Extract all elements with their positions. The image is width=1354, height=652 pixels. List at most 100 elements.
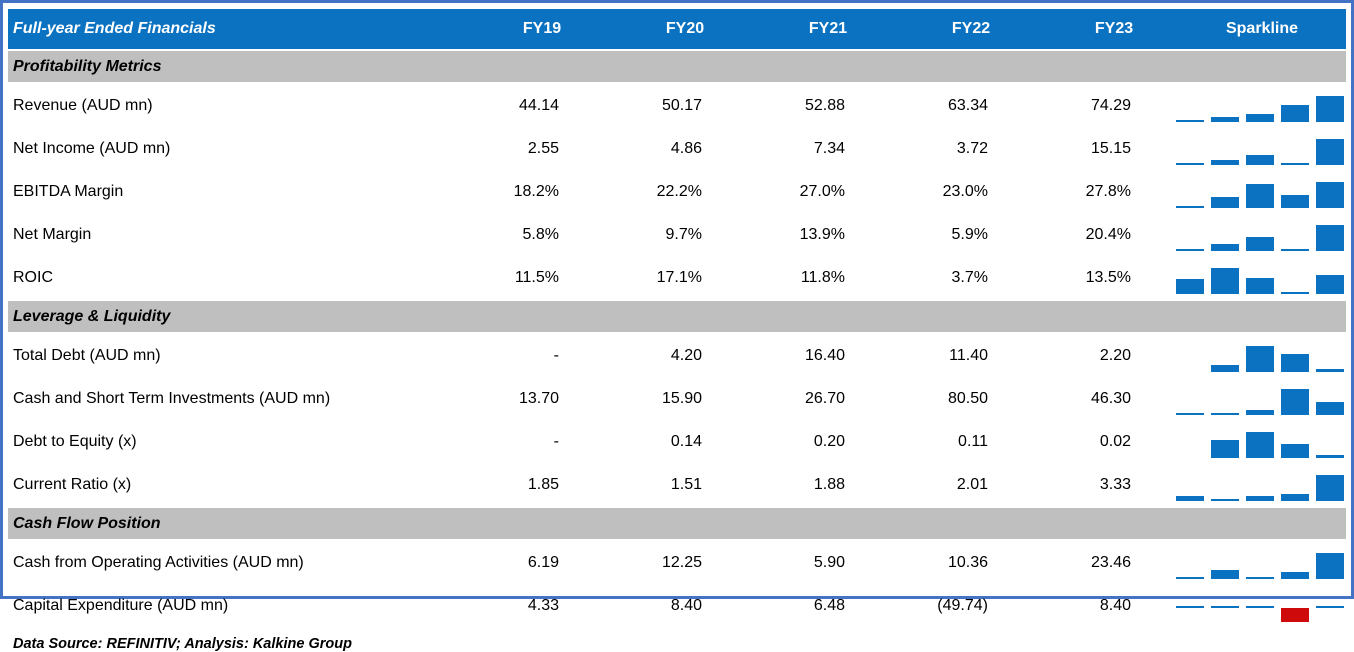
value-cell: 46.30 <box>1090 389 1131 407</box>
financials-table: Full-year Ended Financials FY19 FY20 FY2… <box>8 9 1346 627</box>
sparkline-bar <box>1176 163 1204 165</box>
value-cell: 23.0% <box>942 182 988 200</box>
sparkline-bar <box>1176 206 1204 208</box>
sparkline <box>1176 594 1346 622</box>
sparkline-bar <box>1246 577 1274 579</box>
metric-label: Current Ratio (x) <box>13 475 132 493</box>
sparkline-bar <box>1211 569 1239 579</box>
table-row: Net Margin 5.8% 9.7% 13.9% 5.9% 20.4% <box>8 213 1346 256</box>
value-cell: 3.33 <box>1099 475 1131 493</box>
column-header-sparkline: Sparkline <box>1173 9 1346 50</box>
sparkline-bar <box>1316 139 1344 165</box>
metric-label: Revenue (AUD mn) <box>13 96 153 114</box>
value-cell: 13.5% <box>1085 268 1131 286</box>
sparkline-bar-negative <box>1281 608 1309 622</box>
value-cell: 6.48 <box>813 596 845 614</box>
value-cell: 22.2% <box>656 182 702 200</box>
sparkline-bar <box>1211 244 1239 251</box>
value-cell: 11.40 <box>949 346 988 364</box>
section-title: Leverage & Liquidity <box>8 299 1346 334</box>
value-cell: - <box>553 432 559 450</box>
sparkline-cell <box>1173 170 1346 213</box>
value-cell: 2.01 <box>956 475 988 493</box>
sparkline-bar <box>1316 402 1344 415</box>
sparkline-cell <box>1173 377 1346 420</box>
metric-label: Capital Expenditure (AUD mn) <box>13 596 229 614</box>
sparkline <box>1176 344 1346 372</box>
sparkline-cell <box>1173 420 1346 463</box>
sparkline-bar <box>1246 432 1274 458</box>
value-cell: 11.8% <box>800 268 845 286</box>
sparkline <box>1176 137 1346 165</box>
sparkline <box>1176 473 1346 501</box>
header-row: Full-year Ended Financials FY19 FY20 FY2… <box>8 9 1346 50</box>
column-header-fy20: FY20 <box>601 9 744 50</box>
value-cell: 17.1% <box>656 268 702 286</box>
sparkline-bar <box>1176 496 1204 501</box>
value-cell: 1.85 <box>527 475 559 493</box>
sparkline-bar <box>1176 278 1204 294</box>
sparkline-cell <box>1173 127 1346 170</box>
sparkline-bar <box>1211 365 1239 372</box>
sparkline-bar <box>1246 236 1274 251</box>
sparkline-bar <box>1176 606 1204 609</box>
value-cell: 44.14 <box>518 96 559 114</box>
value-cell: 8.40 <box>1099 596 1131 614</box>
sparkline-cell <box>1173 83 1346 127</box>
column-header-fy23: FY23 <box>1030 9 1173 50</box>
sparkline <box>1176 223 1346 251</box>
sparkline-bar <box>1211 268 1239 294</box>
metric-label: Total Debt (AUD mn) <box>13 346 161 364</box>
sparkline <box>1176 94 1346 122</box>
value-cell: 7.34 <box>813 139 845 157</box>
value-cell: 3.72 <box>956 139 988 157</box>
sparkline <box>1176 387 1346 415</box>
value-cell: 5.9% <box>951 225 988 243</box>
sparkline-bar <box>1176 413 1204 415</box>
value-cell: 10.36 <box>947 553 988 571</box>
sparkline-bar <box>1316 275 1344 294</box>
data-source-note: Data Source: REFINITIV; Analysis: Kalkin… <box>13 636 352 652</box>
sparkline <box>1176 180 1346 208</box>
value-cell: 0.02 <box>1099 432 1131 450</box>
value-cell: 5.90 <box>813 553 845 571</box>
metric-label: Cash and Short Term Investments (AUD mn) <box>13 389 331 407</box>
sparkline-bar <box>1211 439 1239 458</box>
sparkline-bar <box>1176 120 1204 122</box>
value-cell: 1.51 <box>670 475 702 493</box>
value-cell: 23.46 <box>1090 553 1131 571</box>
table-row: Debt to Equity (x) - 0.14 0.20 0.11 0.02 <box>8 420 1346 463</box>
metric-label: Debt to Equity (x) <box>13 432 137 450</box>
column-header-fy19: FY19 <box>458 9 601 50</box>
table-row: Cash from Operating Activities (AUD mn) 6… <box>8 540 1346 584</box>
table-body: Profitability Metrics Revenue (AUD mn) 44.… <box>8 49 1346 627</box>
sparkline-cell <box>1173 540 1346 584</box>
sparkline-cell <box>1173 584 1346 627</box>
sparkline-bar <box>1281 249 1309 251</box>
value-cell: 2.20 <box>1099 346 1131 364</box>
value-cell: 15.15 <box>1090 139 1131 157</box>
value-cell: 20.4% <box>1085 225 1131 243</box>
sparkline-bar <box>1281 353 1309 372</box>
value-cell: (49.74) <box>937 596 988 614</box>
sparkline-bar <box>1246 346 1274 372</box>
table-row: Cash and Short Term Investments (AUD mn)… <box>8 377 1346 420</box>
sparkline-bar <box>1211 160 1239 165</box>
table-title: Full-year Ended Financials <box>8 9 458 50</box>
sparkline-bar <box>1246 155 1274 165</box>
table-row: Capital Expenditure (AUD mn) 4.33 8.40 6.48… <box>8 584 1346 627</box>
value-cell: 74.29 <box>1090 96 1131 114</box>
section-header-row: Cash Flow Position <box>8 506 1346 541</box>
metric-label: Net Income (AUD mn) <box>13 139 171 157</box>
value-cell: 27.0% <box>799 182 845 200</box>
sparkline-bar <box>1281 162 1309 165</box>
value-cell: 4.33 <box>527 596 559 614</box>
value-cell: 8.40 <box>670 596 702 614</box>
sparkline-cell <box>1173 256 1346 300</box>
value-cell: 63.34 <box>947 96 988 114</box>
value-cell: 52.88 <box>804 96 845 114</box>
sparkline-bar <box>1281 292 1309 294</box>
metric-label: ROIC <box>13 268 53 286</box>
sparkline-bar <box>1281 195 1309 208</box>
column-header-fy21: FY21 <box>744 9 887 50</box>
